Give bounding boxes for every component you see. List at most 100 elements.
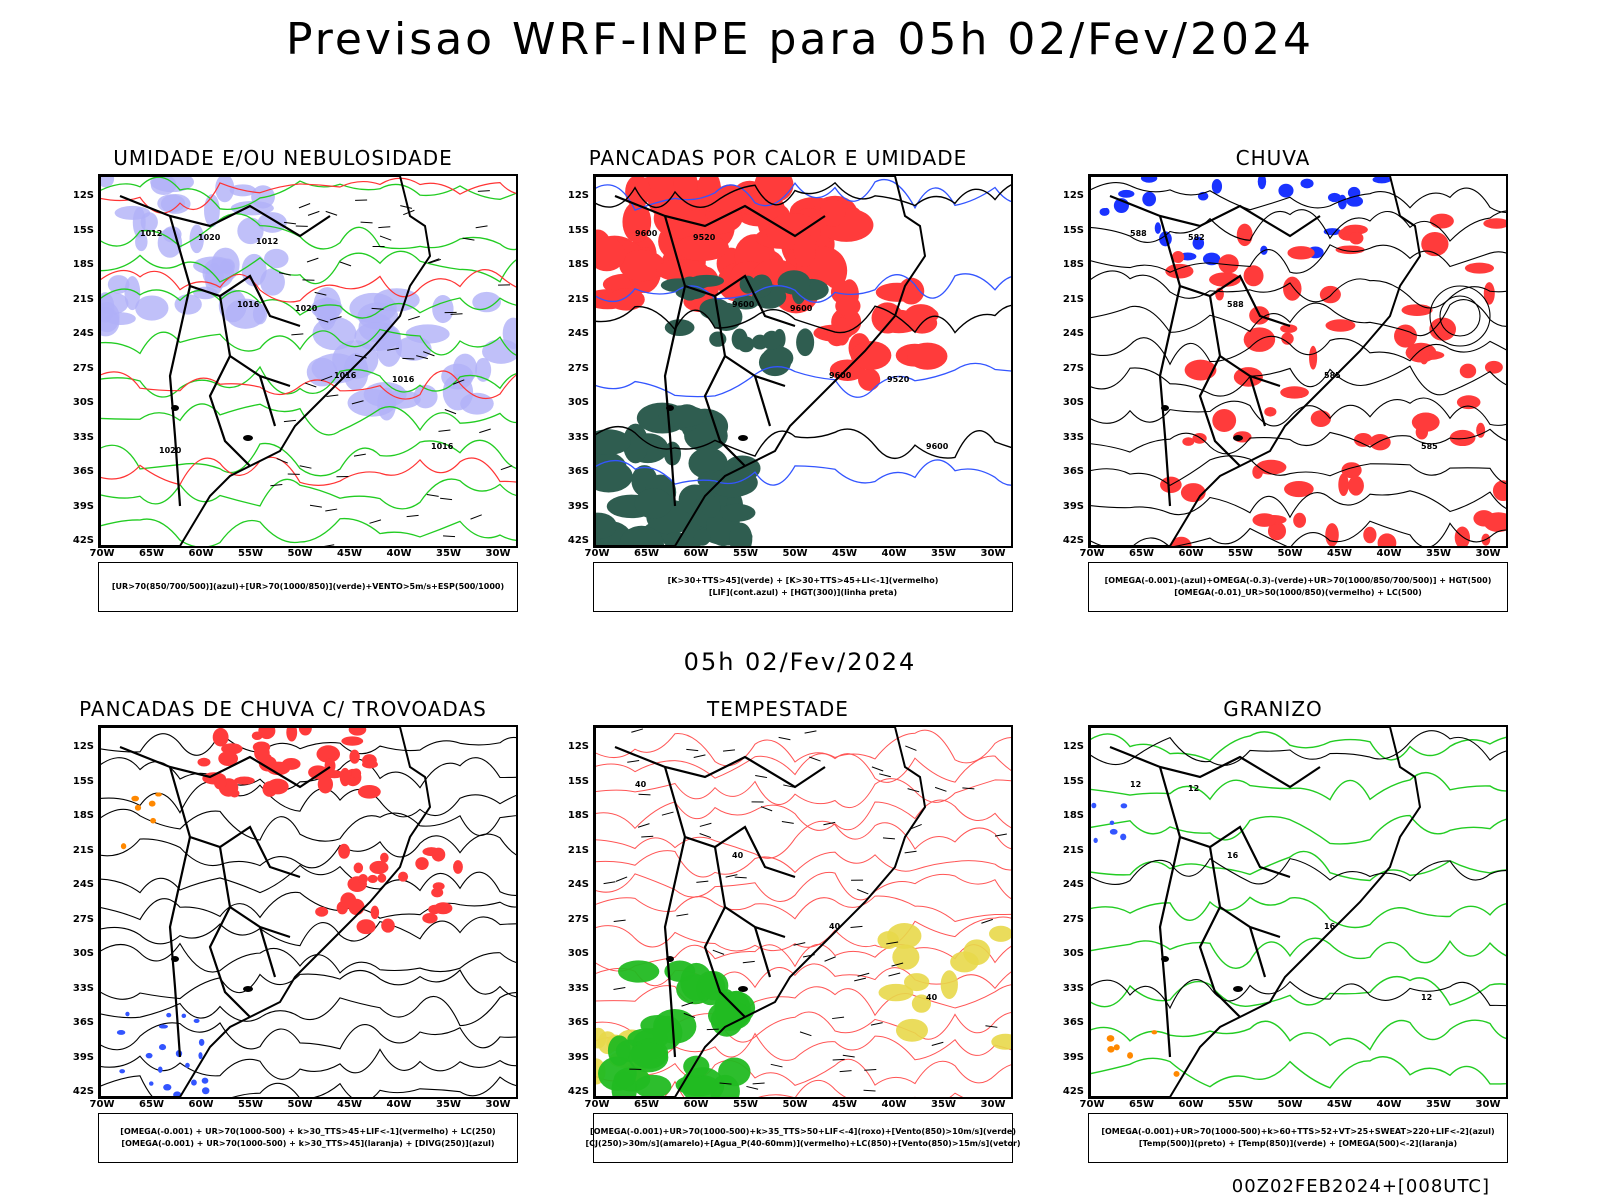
country-border xyxy=(218,846,291,939)
field-blob xyxy=(652,1015,683,1050)
legend-box: [K>30+TTS>45](verde) + [K>30+TTS>45+LI<-… xyxy=(593,562,1013,612)
field-blob xyxy=(664,319,695,336)
contour-line xyxy=(100,808,516,842)
lake-marker xyxy=(171,405,179,411)
contour-line xyxy=(100,250,516,285)
field-blob xyxy=(707,1000,752,1031)
field-blob xyxy=(148,1081,154,1086)
field-blob xyxy=(634,488,673,519)
lat-tick-label: 18S xyxy=(72,810,94,821)
field-blob xyxy=(1211,178,1223,194)
lat-tick-label: 42S xyxy=(1062,535,1084,546)
lake-marker xyxy=(666,956,674,962)
field-blob xyxy=(298,727,312,736)
contour-line xyxy=(100,969,516,1000)
field-blob xyxy=(163,1084,172,1091)
field-blob xyxy=(204,194,220,228)
field-blob xyxy=(1421,231,1449,257)
panel-chuva: CHUVA 12S 15S 18S 21S 24S 27S 30S 33S 36S 39S 42S … xyxy=(1038,146,1508,626)
contour-label: 12 xyxy=(1188,784,1199,793)
contour-line xyxy=(100,370,516,400)
wind-vector xyxy=(746,1085,759,1090)
contour-line xyxy=(595,753,1011,783)
wind-vector xyxy=(904,850,917,854)
field-blob xyxy=(502,317,516,349)
country-border xyxy=(1248,375,1267,427)
field-blob xyxy=(251,731,263,741)
country-border xyxy=(119,745,331,789)
wind-vector xyxy=(291,333,304,336)
field-blob xyxy=(212,727,229,747)
lat-tick-label: 12S xyxy=(567,741,589,752)
lat-tick-label: 36S xyxy=(1062,1017,1084,1028)
wind-vector xyxy=(307,210,320,216)
lon-tick-label: 50W xyxy=(1277,548,1303,559)
lat-tick-label: 36S xyxy=(72,466,94,477)
legend-box: [OMEGA(-0.001)-(azul)+OMEGA(-0.3)-(verde… xyxy=(1088,562,1508,612)
contour-line xyxy=(100,213,516,251)
wind-vector xyxy=(722,749,736,752)
lat-tick-label: 39S xyxy=(567,1051,589,1063)
field-blob xyxy=(266,778,289,795)
latitude-axis: 12S 15S 18S 21S 24S 27S 30S 33S 36S 39S 42S xyxy=(1052,725,1088,1099)
field-blob xyxy=(370,905,380,920)
lat-tick-label: 30S xyxy=(1062,948,1084,959)
wind-vector xyxy=(462,237,475,241)
field-blob xyxy=(762,330,781,350)
country-border xyxy=(1208,295,1281,388)
contour-label: 588 xyxy=(1130,229,1147,238)
lat-tick-label: 15S xyxy=(567,224,589,236)
lon-tick-label: 65W xyxy=(634,1099,659,1110)
wind-vector xyxy=(809,756,821,762)
field-blob xyxy=(1372,176,1391,184)
field-blob xyxy=(675,234,729,261)
lake-marker xyxy=(171,956,179,962)
contour-line xyxy=(100,456,516,486)
lat-tick-label: 24S xyxy=(567,328,589,339)
wind-vector xyxy=(270,484,283,487)
field-blob xyxy=(655,259,710,282)
field-blob xyxy=(911,994,932,1013)
field-blob xyxy=(340,892,357,909)
contour-label: 1016 xyxy=(392,375,415,384)
lat-tick-label: 21S xyxy=(567,844,589,856)
lat-tick-label: 33S xyxy=(1062,982,1084,994)
lat-tick-label: 42S xyxy=(567,1086,589,1097)
contour-label: 1020 xyxy=(295,304,318,313)
field-blob xyxy=(871,302,904,334)
field-blob xyxy=(398,871,409,882)
field-blob xyxy=(1127,1052,1134,1059)
wind-vector xyxy=(479,428,491,434)
lat-tick-label: 33S xyxy=(1062,431,1084,443)
wind-vector xyxy=(832,1058,845,1061)
field-blob xyxy=(150,176,177,195)
lon-tick-label: 55W xyxy=(238,1099,263,1110)
wind-vector xyxy=(693,754,706,758)
contour-line xyxy=(595,799,1011,831)
field-blob xyxy=(1394,324,1417,348)
lat-tick-label: 39S xyxy=(567,500,589,512)
contour-label: 1012 xyxy=(256,237,278,246)
contour-line xyxy=(1090,1019,1506,1051)
wind-vector xyxy=(444,409,457,415)
lat-tick-label: 21S xyxy=(72,844,94,856)
wind-vector xyxy=(854,977,866,982)
lon-tick-label: 35W xyxy=(436,1099,461,1110)
contour-label: 9520 xyxy=(887,375,910,384)
lon-tick-label: 65W xyxy=(1129,1099,1154,1110)
country-border xyxy=(614,194,826,238)
lake-marker xyxy=(738,435,748,441)
lat-tick-label: 18S xyxy=(567,810,589,821)
panel-pancadas-calor: PANCADAS POR CALOR E UMIDADE 12S 15S 18S 21… xyxy=(543,146,1013,626)
legend-line: [Temp(500)](preto) + [Temp(850)](verde) … xyxy=(1138,1139,1458,1148)
latitude-axis: 12S 15S 18S 21S 24S 27S 30S 33S 36S 39S 42S xyxy=(557,725,593,1099)
contour-label: 40 xyxy=(926,993,938,1002)
lon-tick-label: 35W xyxy=(1426,548,1451,559)
contour-label: 1016 xyxy=(431,442,454,451)
wind-vector xyxy=(994,833,1007,837)
lat-tick-label: 27S xyxy=(567,362,589,374)
wind-vector xyxy=(931,1041,944,1046)
contour-line xyxy=(595,362,1011,398)
contour-line xyxy=(595,273,1011,303)
country-border xyxy=(208,906,251,1018)
